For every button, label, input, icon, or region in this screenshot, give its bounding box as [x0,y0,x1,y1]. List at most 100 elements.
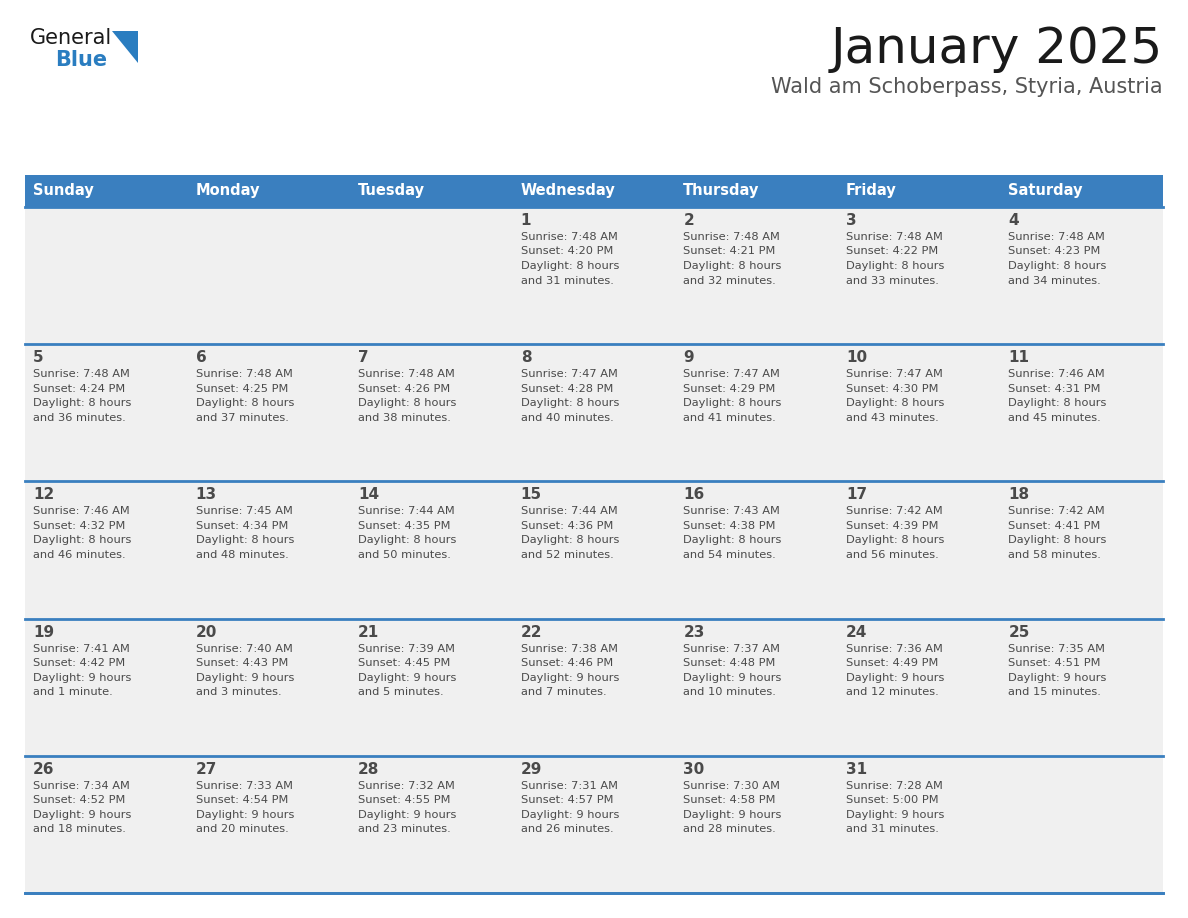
Text: Sunday: Sunday [33,184,94,198]
Bar [25,756,188,893]
Text: Sunrise: 7:41 AM: Sunrise: 7:41 AM [33,644,129,654]
Text: Sunrise: 7:47 AM: Sunrise: 7:47 AM [520,369,618,379]
Bar [1000,344,1163,481]
Bar [513,619,675,756]
Text: Friday: Friday [846,184,897,198]
Text: 29: 29 [520,762,542,777]
Text: 14: 14 [358,487,379,502]
Text: Sunset: 4:23 PM: Sunset: 4:23 PM [1009,247,1101,256]
Text: Daylight: 9 hours: Daylight: 9 hours [196,673,293,683]
Text: Sunrise: 7:46 AM: Sunrise: 7:46 AM [1009,369,1105,379]
Text: Sunset: 4:38 PM: Sunset: 4:38 PM [683,521,776,531]
Text: Sunrise: 7:30 AM: Sunrise: 7:30 AM [683,781,781,790]
Text: Daylight: 8 hours: Daylight: 8 hours [1009,261,1107,271]
Text: Sunset: 4:52 PM: Sunset: 4:52 PM [33,795,126,805]
Text: Daylight: 8 hours: Daylight: 8 hours [683,398,782,409]
Bar [675,619,838,756]
Bar [188,756,350,893]
Text: 10: 10 [846,350,867,365]
Text: 4: 4 [1009,213,1019,228]
Text: Monday: Monday [196,184,260,198]
Text: Sunset: 4:35 PM: Sunset: 4:35 PM [358,521,450,531]
Text: and 40 minutes.: and 40 minutes. [520,413,613,422]
Text: Daylight: 9 hours: Daylight: 9 hours [33,673,132,683]
Text: Daylight: 8 hours: Daylight: 8 hours [683,261,782,271]
Text: Daylight: 8 hours: Daylight: 8 hours [520,535,619,545]
Text: and 48 minutes.: and 48 minutes. [196,550,289,560]
Text: Sunrise: 7:48 AM: Sunrise: 7:48 AM [1009,232,1105,242]
Bar [838,481,1000,619]
Text: 17: 17 [846,487,867,502]
Text: and 46 minutes.: and 46 minutes. [33,550,126,560]
Polygon shape [112,31,138,63]
Text: Sunset: 4:26 PM: Sunset: 4:26 PM [358,384,450,394]
Bar [838,619,1000,756]
Text: and 15 minutes.: and 15 minutes. [1009,687,1101,697]
Text: 19: 19 [33,624,55,640]
Text: Daylight: 8 hours: Daylight: 8 hours [520,398,619,409]
Text: Sunset: 4:25 PM: Sunset: 4:25 PM [196,384,287,394]
Text: and 31 minutes.: and 31 minutes. [520,275,613,285]
Text: Daylight: 8 hours: Daylight: 8 hours [196,535,293,545]
Bar [1000,481,1163,619]
Text: and 52 minutes.: and 52 minutes. [520,550,613,560]
Text: Daylight: 8 hours: Daylight: 8 hours [846,398,944,409]
Text: Sunrise: 7:47 AM: Sunrise: 7:47 AM [846,369,943,379]
Text: Sunrise: 7:44 AM: Sunrise: 7:44 AM [520,507,618,517]
Text: Sunrise: 7:39 AM: Sunrise: 7:39 AM [358,644,455,654]
Text: Daylight: 8 hours: Daylight: 8 hours [358,535,456,545]
Text: and 34 minutes.: and 34 minutes. [1009,275,1101,285]
Text: Daylight: 9 hours: Daylight: 9 hours [358,810,456,820]
Text: Daylight: 8 hours: Daylight: 8 hours [846,535,944,545]
Text: Daylight: 9 hours: Daylight: 9 hours [520,673,619,683]
Text: Daylight: 8 hours: Daylight: 8 hours [846,261,944,271]
Text: 6: 6 [196,350,207,365]
Bar [513,756,675,893]
Text: Wald am Schoberpass, Styria, Austria: Wald am Schoberpass, Styria, Austria [771,77,1163,97]
Text: and 20 minutes.: and 20 minutes. [196,824,289,834]
Text: and 37 minutes.: and 37 minutes. [196,413,289,422]
Text: 8: 8 [520,350,531,365]
Text: Sunrise: 7:46 AM: Sunrise: 7:46 AM [33,507,129,517]
Text: Daylight: 9 hours: Daylight: 9 hours [846,673,944,683]
Text: Sunset: 4:31 PM: Sunset: 4:31 PM [1009,384,1101,394]
Text: Sunset: 4:48 PM: Sunset: 4:48 PM [683,658,776,668]
Bar [675,344,838,481]
Text: Sunrise: 7:48 AM: Sunrise: 7:48 AM [683,232,781,242]
Bar [838,207,1000,344]
Text: Sunset: 4:42 PM: Sunset: 4:42 PM [33,658,125,668]
Text: 26: 26 [33,762,55,777]
Text: Wednesday: Wednesday [520,184,615,198]
Text: Sunset: 4:54 PM: Sunset: 4:54 PM [196,795,287,805]
Bar [350,756,513,893]
Text: 24: 24 [846,624,867,640]
Text: Sunrise: 7:37 AM: Sunrise: 7:37 AM [683,644,781,654]
Text: and 31 minutes.: and 31 minutes. [846,824,939,834]
Bar [675,207,838,344]
Text: and 7 minutes.: and 7 minutes. [520,687,606,697]
Bar [838,756,1000,893]
Text: Sunset: 4:45 PM: Sunset: 4:45 PM [358,658,450,668]
Text: Sunrise: 7:40 AM: Sunrise: 7:40 AM [196,644,292,654]
Text: Sunrise: 7:33 AM: Sunrise: 7:33 AM [196,781,292,790]
Text: Sunrise: 7:48 AM: Sunrise: 7:48 AM [33,369,129,379]
Text: 3: 3 [846,213,857,228]
Text: Daylight: 8 hours: Daylight: 8 hours [33,535,132,545]
Bar [1000,756,1163,893]
Text: Daylight: 8 hours: Daylight: 8 hours [196,398,293,409]
Text: Thursday: Thursday [683,184,759,198]
Text: Sunset: 4:46 PM: Sunset: 4:46 PM [520,658,613,668]
Text: and 56 minutes.: and 56 minutes. [846,550,939,560]
Text: Sunset: 4:57 PM: Sunset: 4:57 PM [520,795,613,805]
Text: Sunset: 4:58 PM: Sunset: 4:58 PM [683,795,776,805]
Text: and 41 minutes.: and 41 minutes. [683,413,776,422]
Text: and 10 minutes.: and 10 minutes. [683,687,776,697]
Text: Daylight: 8 hours: Daylight: 8 hours [1009,535,1107,545]
Bar [188,344,350,481]
Text: 9: 9 [683,350,694,365]
Text: and 43 minutes.: and 43 minutes. [846,413,939,422]
Text: 12: 12 [33,487,55,502]
Text: Daylight: 9 hours: Daylight: 9 hours [196,810,293,820]
Bar [188,207,350,344]
Text: Sunrise: 7:32 AM: Sunrise: 7:32 AM [358,781,455,790]
